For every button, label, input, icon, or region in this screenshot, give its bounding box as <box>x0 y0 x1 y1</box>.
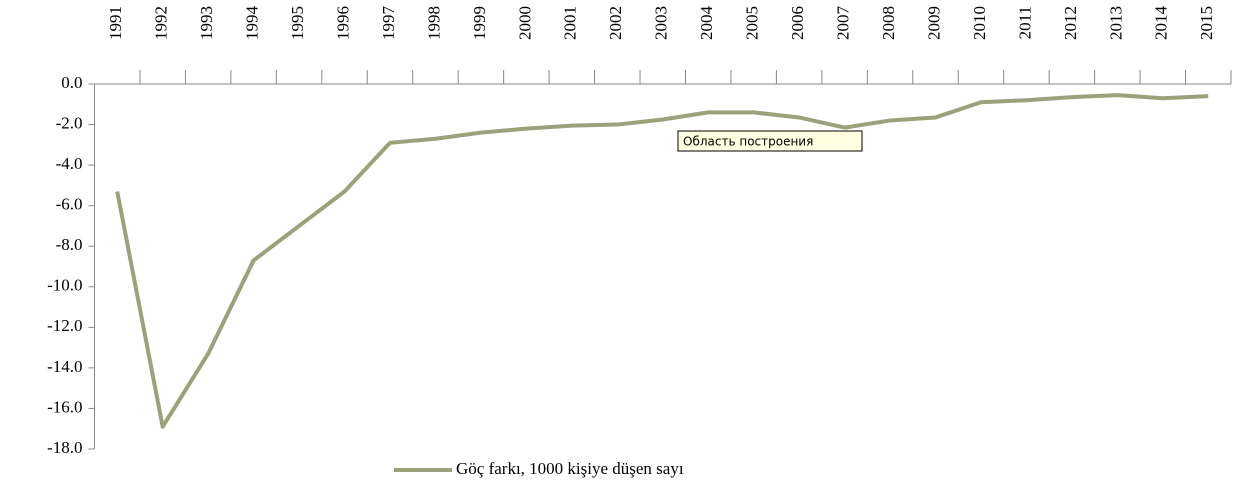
x-tick-label: 1997 <box>379 6 398 41</box>
x-tick-label: 2000 <box>515 6 534 40</box>
x-tick-label: 2005 <box>743 6 762 40</box>
x-tick-label: 2012 <box>1061 6 1080 40</box>
x-tick-label: 1991 <box>106 6 125 40</box>
x-tick-label: 1998 <box>424 6 443 40</box>
x-tick-label: 2002 <box>606 6 625 40</box>
x-tick-label: 2001 <box>561 6 580 40</box>
x-tick-label: 1999 <box>470 6 489 40</box>
data-line <box>115 93 1209 429</box>
tooltip-text: Область построения <box>683 135 813 149</box>
legend-label: Göç farkı, 1000 kişiye düşen sayı <box>456 459 684 478</box>
y-tick-label: -6.0 <box>56 195 83 214</box>
x-tick-label: 2013 <box>1106 6 1125 40</box>
x-tick-label: 2014 <box>1152 6 1171 41</box>
y-tick-label: -14.0 <box>47 357 82 376</box>
y-tick-label: -8.0 <box>56 235 83 254</box>
x-tick-label: 2011 <box>1015 6 1034 39</box>
x-tick-label: 1994 <box>243 6 262 41</box>
y-tick-label: -2.0 <box>56 113 83 132</box>
x-tick-label: 2007 <box>833 6 852 41</box>
y-tick-label: 0.0 <box>61 73 82 92</box>
y-tick-label: -12.0 <box>47 316 82 335</box>
x-tick-label: 2006 <box>788 6 807 40</box>
y-tick-label: -18.0 <box>47 438 82 457</box>
y-tick-label: -4.0 <box>56 154 83 173</box>
y-tick-label: -10.0 <box>47 276 82 295</box>
x-tick-label: 2004 <box>697 6 716 41</box>
x-tick-label: 2008 <box>879 6 898 40</box>
x-tick-label: 1992 <box>152 6 171 40</box>
x-tick-label: 2015 <box>1197 6 1216 40</box>
x-tick-label: 1995 <box>288 6 307 40</box>
x-tick-label: 1993 <box>197 6 216 40</box>
x-tick-label: 2003 <box>652 6 671 40</box>
x-tick-label: 2010 <box>970 6 989 40</box>
x-tick-label: 2009 <box>924 6 943 40</box>
y-tick-label: -16.0 <box>47 397 82 416</box>
x-tick-label: 1996 <box>333 6 352 40</box>
tooltip-box <box>677 130 863 152</box>
